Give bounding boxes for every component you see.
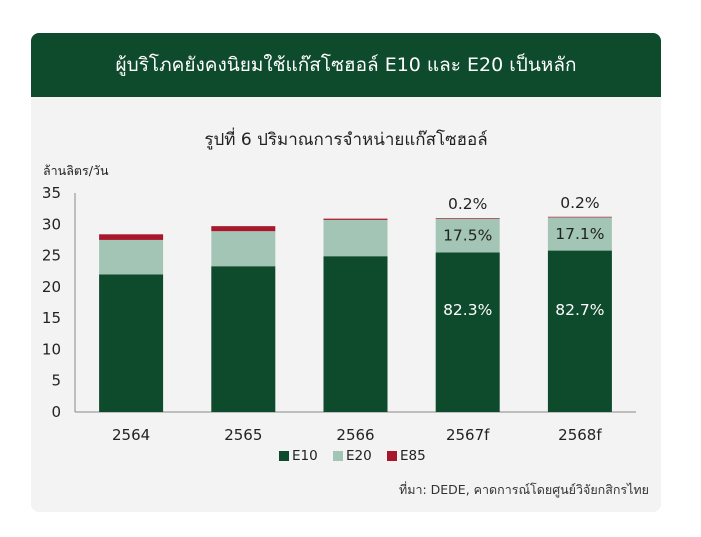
x-tick-label: 2565 <box>224 426 262 444</box>
x-tick-label: 2567f <box>446 426 490 444</box>
legend-label-e85: E85 <box>400 448 426 464</box>
y-tick-label: 5 <box>51 372 61 390</box>
bar-e85 <box>323 218 388 220</box>
legend-swatch-e10 <box>279 451 289 461</box>
y-tick-label: 35 <box>42 184 61 202</box>
stacked-bar-chart: ล้านลิตร/วัน 0 5 10 15 20 25 30 35 2564 2565 2566 25… <box>42 163 636 464</box>
bar-e10 <box>99 274 164 412</box>
bar-e85 <box>99 234 164 240</box>
data-label-e85: 0.2% <box>448 195 487 213</box>
chart-card: ผู้บริโภคยังคงนิยมใช้แก๊สโซฮอล์ E10 และ … <box>31 33 661 512</box>
y-tick-label: 30 <box>42 215 61 233</box>
chart-title: รูปที่ 6 ปริมาณการจำหน่ายแก๊สโซฮอล์ <box>204 130 488 150</box>
data-label-e85: 0.2% <box>560 194 599 212</box>
legend-swatch-e20 <box>333 451 343 461</box>
y-tick-label: 15 <box>42 309 61 327</box>
x-tick-label: 2568f <box>558 426 602 444</box>
bar-e20 <box>99 239 164 275</box>
legend-label-e20: E20 <box>346 448 372 464</box>
bar-e20 <box>323 219 388 257</box>
y-tick-label: 10 <box>42 340 61 358</box>
bar-e85 <box>435 218 500 219</box>
bar-e85 <box>211 226 276 232</box>
data-label-e20: 17.5% <box>443 227 492 245</box>
x-tick-label: 2566 <box>336 426 374 444</box>
data-label-e10: 82.3% <box>443 301 492 319</box>
bar-e10 <box>435 252 500 412</box>
header-banner: ผู้บริโภคยังคงนิยมใช้แก๊สโซฮอล์ E10 และ … <box>31 33 661 97</box>
y-tick-label: 0 <box>51 403 61 421</box>
legend-label-e10: E10 <box>292 448 318 464</box>
data-label-e20: 17.1% <box>555 225 604 243</box>
legend-swatch-e85 <box>387 451 397 461</box>
header-title: ผู้บริโภคยังคงนิยมใช้แก๊สโซฮอล์ E10 และ … <box>115 54 577 76</box>
y-axis-label: ล้านลิตร/วัน <box>43 163 109 178</box>
bar-e20 <box>547 217 612 251</box>
bar-e20 <box>435 218 500 253</box>
bar-e20 <box>211 231 276 267</box>
y-tick-label: 20 <box>42 278 61 296</box>
x-tick-label: 2564 <box>112 426 150 444</box>
y-tick-label: 25 <box>42 247 61 265</box>
bar-e85 <box>547 216 612 218</box>
bar-e10 <box>547 250 612 412</box>
source-note: ที่มา: DEDE, คาดการณ์โดยศูนย์วิจัยกสิกรไ… <box>398 482 649 497</box>
bar-e10 <box>211 266 276 412</box>
bar-e10 <box>323 256 388 412</box>
data-label-e10: 82.7% <box>555 301 604 319</box>
